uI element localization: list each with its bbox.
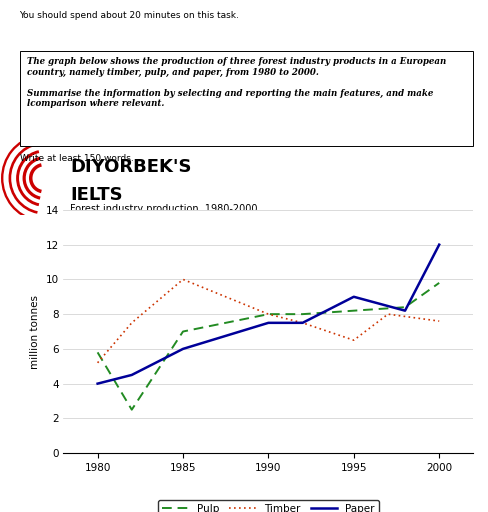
Text: IELTS: IELTS bbox=[70, 186, 123, 204]
Text: The graph below shows the production of three forest industry products in a Euro: The graph below shows the production of … bbox=[27, 57, 446, 108]
Y-axis label: million tonnes: million tonnes bbox=[30, 294, 40, 369]
Legend: Pulp, Timber, Paper: Pulp, Timber, Paper bbox=[158, 500, 379, 512]
Text: DIYORBEK'S: DIYORBEK'S bbox=[70, 158, 192, 176]
Text: Forest industry production, 1980-2000: Forest industry production, 1980-2000 bbox=[70, 204, 258, 214]
Text: Write at least 150 words.: Write at least 150 words. bbox=[20, 154, 133, 163]
Text: You should spend about 20 minutes on this task.: You should spend about 20 minutes on thi… bbox=[20, 11, 240, 20]
